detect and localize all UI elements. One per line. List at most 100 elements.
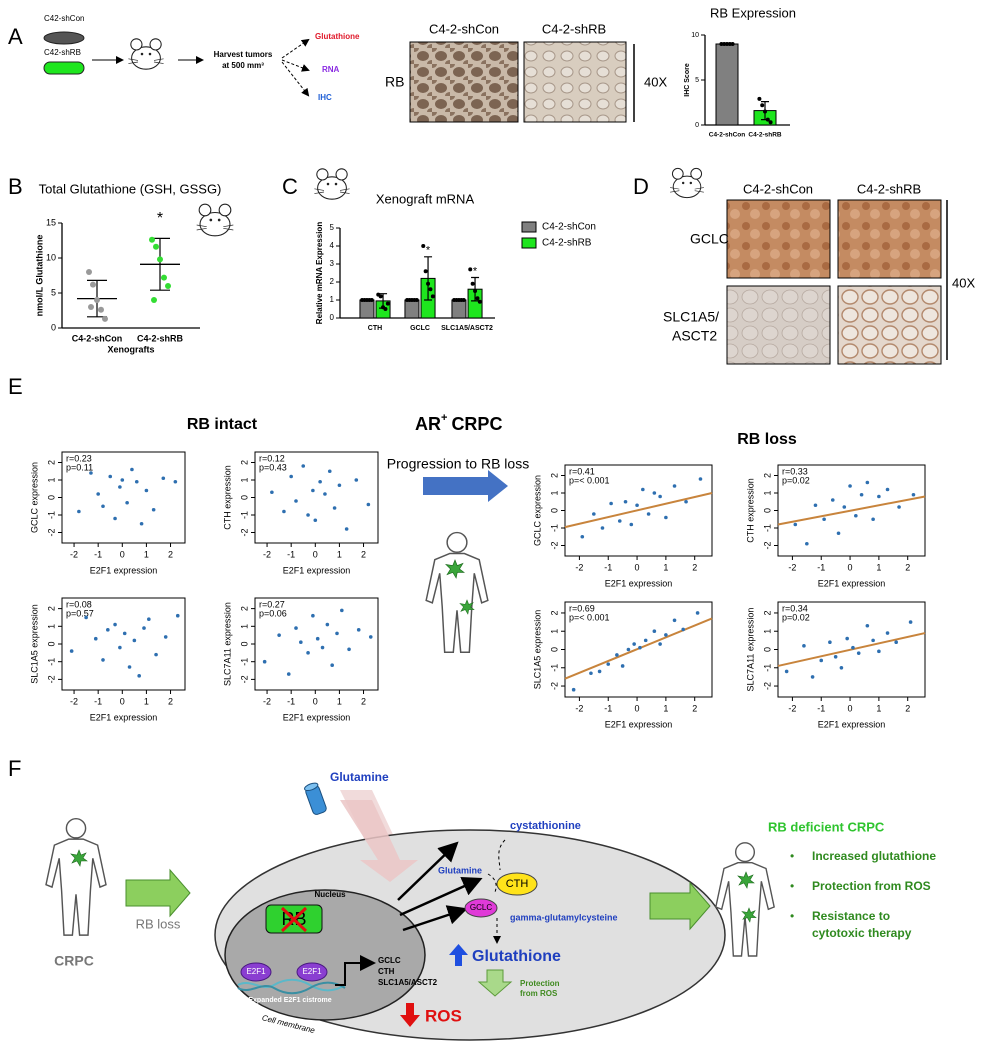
data-point bbox=[101, 504, 105, 509]
data-point bbox=[315, 636, 320, 641]
data-point bbox=[652, 491, 657, 495]
x-tick-label: 1 bbox=[144, 549, 149, 559]
data-point bbox=[149, 236, 155, 243]
error-bar bbox=[424, 256, 433, 301]
x-tick-label: 1 bbox=[144, 696, 149, 706]
data-point bbox=[102, 315, 108, 322]
row-label: RB bbox=[385, 74, 404, 90]
y-tick-label: 1 bbox=[239, 477, 249, 482]
stat-label: r=0.33 bbox=[782, 466, 808, 476]
bullet-text: Protection from ROS bbox=[812, 879, 931, 893]
row-label: ASCT2 bbox=[672, 328, 717, 344]
x-axis-label: E2F1 expression bbox=[90, 565, 158, 575]
x-axis-label: E2F1 expression bbox=[90, 712, 158, 722]
data-point bbox=[294, 626, 298, 630]
heading-part: AR bbox=[415, 414, 441, 434]
chart-title: Total Glutathione (GSH, GSSG) bbox=[39, 181, 222, 196]
y-tick-label: 2 bbox=[46, 460, 56, 465]
x-tick-label: 2 bbox=[905, 562, 910, 572]
stat-label: p=0.02 bbox=[782, 475, 810, 485]
data-point bbox=[727, 42, 732, 46]
x-tick-label: -1 bbox=[94, 549, 102, 559]
x-tick-label: -2 bbox=[263, 696, 271, 706]
bullet: • bbox=[790, 849, 794, 863]
data-point bbox=[475, 296, 480, 301]
y-tick-label: 0 bbox=[51, 322, 56, 332]
data-point bbox=[101, 658, 105, 662]
y-tick-label: 0 bbox=[239, 495, 249, 500]
data-point bbox=[793, 522, 798, 527]
chart-title: RB Expression bbox=[710, 5, 796, 20]
x-tick-label: 2 bbox=[361, 549, 366, 559]
mouse-icon bbox=[669, 167, 705, 199]
y-tick-label: 4 bbox=[330, 241, 335, 250]
fit-line bbox=[777, 495, 926, 526]
y-tick-label: -1 bbox=[239, 511, 249, 519]
ihc-image bbox=[837, 285, 942, 365]
data-point bbox=[106, 628, 110, 632]
data-point bbox=[854, 513, 858, 518]
data-point bbox=[113, 516, 117, 521]
dish bbox=[43, 31, 85, 45]
data-point bbox=[120, 478, 125, 482]
x-tick-label: 2 bbox=[692, 562, 697, 572]
data-point bbox=[125, 500, 129, 505]
dish bbox=[43, 61, 85, 75]
data-point bbox=[856, 651, 861, 655]
ihc-image bbox=[523, 41, 627, 123]
e2f1 bbox=[240, 962, 272, 982]
y-tick-label: 15 bbox=[46, 217, 56, 227]
x-tick-label: 0 bbox=[848, 562, 853, 572]
y-tick-label: -1 bbox=[239, 658, 249, 666]
data-point bbox=[157, 256, 163, 263]
fit-line bbox=[564, 492, 713, 529]
data-point bbox=[313, 518, 318, 523]
data-point bbox=[784, 669, 789, 674]
y-tick-label: 1 bbox=[46, 624, 56, 629]
x-tick-label: CTH bbox=[368, 325, 382, 332]
panel-letter: E bbox=[8, 374, 23, 399]
x-tick-label: -1 bbox=[287, 696, 295, 706]
x-tick-label: 1 bbox=[663, 703, 668, 713]
data-point bbox=[142, 626, 146, 630]
row-label: GCLC bbox=[690, 231, 729, 247]
x-tick-label: GCLC bbox=[410, 325, 430, 332]
x-tick-label: 2 bbox=[168, 549, 173, 559]
data-point bbox=[664, 633, 668, 637]
data-point bbox=[819, 658, 824, 663]
data-point bbox=[262, 659, 267, 664]
data-point bbox=[330, 663, 334, 668]
x-tick-label: 0 bbox=[848, 703, 853, 713]
stat-label: r=0.12 bbox=[259, 453, 285, 463]
x-tick-label: C4-2-shCon bbox=[709, 132, 746, 139]
bullet-text: cytotoxic therapy bbox=[812, 926, 912, 940]
x-tick-label: SLC1A5/ASCT2 bbox=[441, 325, 493, 332]
x-axis-label: Xenografts bbox=[107, 344, 154, 354]
y-tick-label: -1 bbox=[762, 664, 772, 672]
annotation: * bbox=[157, 210, 163, 227]
ihc-image bbox=[409, 41, 519, 123]
data-point bbox=[378, 294, 383, 299]
data-point bbox=[897, 505, 901, 509]
y-axis-label: SLC1A5 expression bbox=[532, 610, 542, 690]
y-tick-label: 5 bbox=[695, 77, 699, 84]
target-gene: CTH bbox=[378, 967, 395, 976]
x-tick-label: -2 bbox=[575, 562, 583, 572]
data-point bbox=[597, 669, 602, 674]
data-point bbox=[354, 478, 359, 482]
x-axis-label: E2F1 expression bbox=[818, 578, 886, 588]
data-point bbox=[306, 651, 310, 655]
data-point bbox=[813, 503, 818, 508]
data-point bbox=[137, 674, 141, 678]
x-tick-label: -1 bbox=[817, 703, 825, 713]
x-tick-label: -2 bbox=[263, 549, 271, 559]
data-point bbox=[93, 636, 98, 641]
ihc-image bbox=[726, 285, 831, 365]
data-point bbox=[646, 512, 651, 516]
y-tick-label: -1 bbox=[46, 658, 56, 666]
y-axis-label: IHC Score bbox=[684, 63, 691, 97]
panel-letter: D bbox=[633, 174, 649, 199]
target-gene: GCLC bbox=[378, 956, 401, 965]
x-tick-label: -2 bbox=[70, 549, 78, 559]
label: Nucleus bbox=[314, 890, 346, 899]
